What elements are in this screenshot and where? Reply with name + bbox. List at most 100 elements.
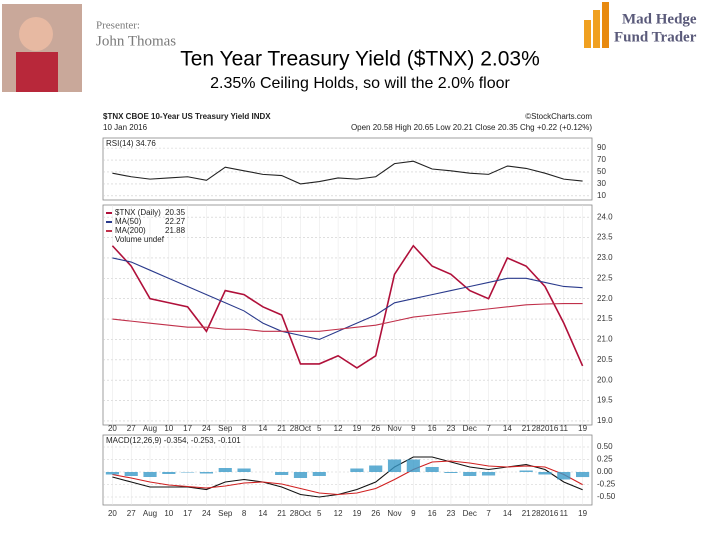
x-tick-label: 19 bbox=[578, 509, 587, 518]
x-tick-label: Dec bbox=[463, 424, 477, 433]
series-line bbox=[112, 303, 583, 332]
x-tick-label: 20 bbox=[108, 509, 117, 518]
logo-text: Mad Hedge bbox=[622, 11, 697, 27]
x-tick-label: 21 bbox=[522, 509, 531, 518]
x-tick-label: 28Oct bbox=[290, 509, 312, 518]
y-tick-label: 20.5 bbox=[597, 355, 613, 364]
histogram-bar bbox=[387, 459, 402, 472]
histogram-bar bbox=[143, 472, 157, 477]
x-tick-label: 16 bbox=[428, 509, 437, 518]
legend-label: MA(200) bbox=[115, 226, 146, 235]
series-line bbox=[112, 257, 583, 341]
legend-value: 21.88 bbox=[165, 226, 186, 235]
chart-source: ©StockCharts.com bbox=[525, 112, 592, 121]
chart-quote: Open 20.58 High 20.65 Low 20.21 Close 20… bbox=[351, 123, 592, 132]
x-tick-label: 20 bbox=[108, 424, 117, 433]
x-tick-label: 7 bbox=[486, 424, 491, 433]
legend-label: Volume undef bbox=[115, 235, 165, 244]
x-tick-label: 10 bbox=[164, 424, 173, 433]
series-line bbox=[112, 456, 583, 498]
x-tick-label: 24 bbox=[202, 509, 211, 518]
x-tick-label: 26 bbox=[371, 509, 380, 518]
x-tick-label: 19 bbox=[352, 424, 361, 433]
x-tick-label: 9 bbox=[411, 424, 416, 433]
x-tick-label: 27 bbox=[127, 424, 136, 433]
histogram-bar bbox=[124, 472, 138, 476]
histogram-bar bbox=[105, 472, 119, 475]
x-tick-label: Aug bbox=[143, 424, 157, 433]
histogram-bar bbox=[576, 472, 590, 478]
y-tick-label: 21.5 bbox=[597, 314, 613, 323]
histogram-bar bbox=[406, 459, 420, 472]
x-tick-label: 14 bbox=[503, 509, 512, 518]
panel-label: MACD(12,26,9) -0.354, -0.253, -0.101 bbox=[106, 436, 241, 445]
logo-text: Fund Trader bbox=[614, 29, 697, 45]
y-tick-label: 23.5 bbox=[597, 233, 613, 242]
slide-subtitle: 2.35% Ceiling Holds, so will the 2.0% fl… bbox=[210, 75, 510, 92]
logo-bar bbox=[584, 20, 591, 48]
x-tick-label: 5 bbox=[317, 424, 322, 433]
x-tick-label: 12 bbox=[334, 424, 343, 433]
y-tick-label: 0.50 bbox=[597, 442, 613, 451]
legend-label: MA(50) bbox=[115, 217, 142, 226]
x-tick-label: Dec bbox=[463, 509, 477, 518]
x-tick-label: 16 bbox=[428, 424, 437, 433]
y-tick-label: -0.25 bbox=[597, 480, 616, 489]
x-tick-label: 14 bbox=[258, 424, 267, 433]
x-tick-label: 21 bbox=[522, 424, 531, 433]
x-tick-label: 19 bbox=[578, 424, 587, 433]
x-tick-label: Nov bbox=[387, 509, 401, 518]
panel-label: RSI(14) 34.76 bbox=[106, 139, 156, 148]
x-tick-label: 17 bbox=[183, 509, 192, 518]
x-tick-label: 23 bbox=[446, 509, 455, 518]
panel-frame bbox=[102, 434, 593, 506]
plot-area: 90 70 50 30 10 RSI(14) 34.76 24.0 23.5 23.0 22.5 2… bbox=[102, 137, 616, 518]
legend-label: $TNX (Daily) bbox=[115, 208, 161, 217]
y-tick-label: 50 bbox=[597, 167, 606, 176]
y-tick-label: 0.00 bbox=[597, 467, 613, 476]
histogram-bar bbox=[557, 472, 571, 480]
x-tick-label: 14 bbox=[503, 424, 512, 433]
histogram-bar bbox=[369, 465, 383, 472]
x-tick-label: 7 bbox=[486, 509, 491, 518]
logo-icon bbox=[584, 2, 609, 48]
logo-bar bbox=[593, 10, 600, 48]
x-tick-label: Aug bbox=[143, 509, 157, 518]
slide-title: Ten Year Treasury Yield ($TNX) 2.03% bbox=[180, 48, 540, 71]
x-tick-label: Sep bbox=[218, 509, 233, 518]
x-tick-label: 12 bbox=[334, 509, 343, 518]
presenter-name: John Thomas bbox=[96, 33, 176, 49]
x-tick-label: 17 bbox=[183, 424, 192, 433]
photo-face bbox=[19, 17, 53, 51]
histogram-bar bbox=[218, 468, 232, 472]
x-tick-label: 8 bbox=[242, 424, 247, 433]
y-tick-label: -0.50 bbox=[597, 492, 616, 501]
x-tick-label: 26 bbox=[371, 424, 380, 433]
histogram-bar bbox=[481, 472, 496, 476]
x-tick-label: 21 bbox=[277, 424, 286, 433]
histogram-bar bbox=[312, 472, 326, 476]
histogram-bar bbox=[519, 470, 533, 472]
x-tick-label: Nov bbox=[387, 424, 401, 433]
y-tick-label: 24.0 bbox=[597, 212, 613, 221]
y-tick-label: 22.5 bbox=[597, 273, 613, 282]
x-tick-label: 19 bbox=[352, 509, 361, 518]
legend-value: 20.35 bbox=[165, 208, 186, 217]
series-line bbox=[112, 160, 583, 185]
series-line bbox=[111, 244, 584, 369]
x-tick-label: 21 bbox=[277, 509, 286, 518]
x-tick-label: Sep bbox=[218, 424, 233, 433]
chart-date: 10 Jan 2016 bbox=[103, 123, 148, 132]
x-tick-label: 27 bbox=[127, 509, 136, 518]
x-tick-label: 11 bbox=[560, 509, 569, 518]
panel-frame bbox=[102, 204, 593, 426]
histogram-bar bbox=[463, 472, 477, 476]
y-tick-label: 90 bbox=[597, 143, 606, 152]
x-tick-label: 23 bbox=[446, 424, 455, 433]
y-tick-label: 30 bbox=[597, 179, 606, 188]
histogram-bar bbox=[538, 472, 552, 475]
presenter-label: Presenter: bbox=[96, 20, 140, 32]
y-tick-label: 19.0 bbox=[597, 416, 613, 425]
